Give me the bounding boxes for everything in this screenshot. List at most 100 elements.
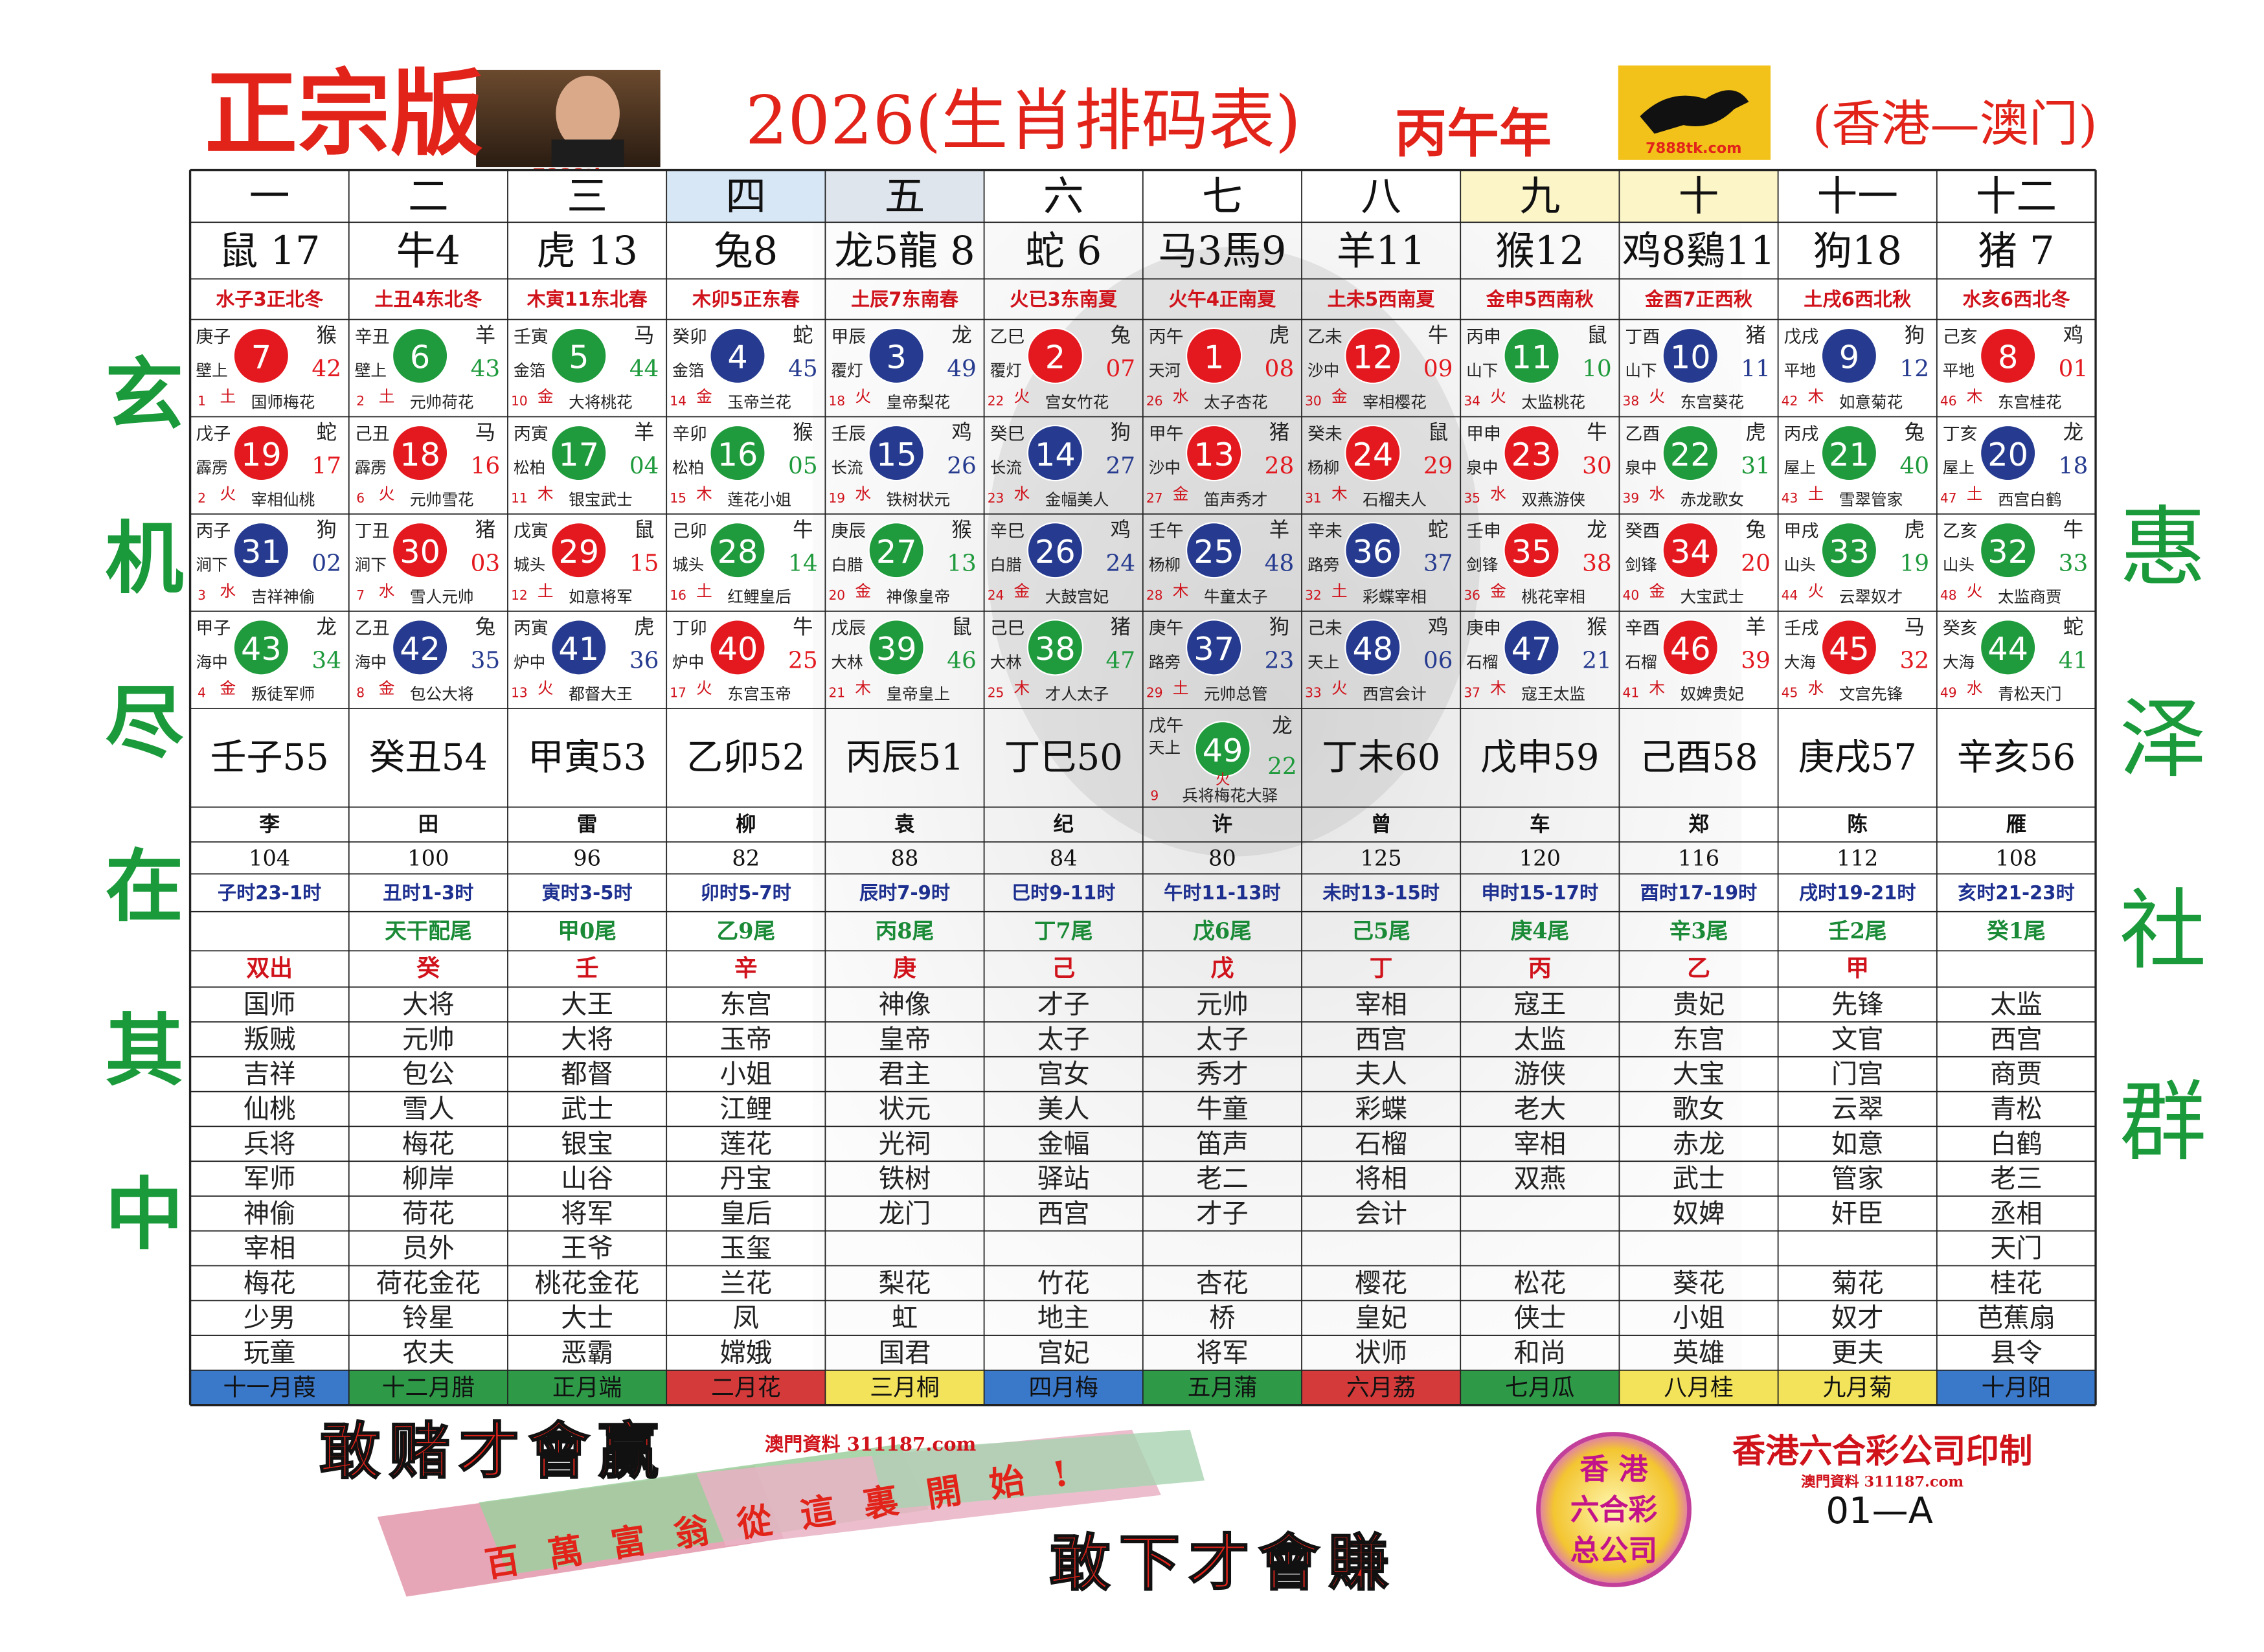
logo-caption: 7888tk.com xyxy=(1646,140,1742,157)
role-word: 宰相 xyxy=(1513,1129,1566,1159)
role-word: 神偷 xyxy=(243,1198,296,1228)
role-word: 荷花金花 xyxy=(376,1268,481,1298)
role-word: 赤龙 xyxy=(1673,1129,1725,1159)
cell-zodiac: 鼠 xyxy=(1428,421,1448,444)
hour-label: 未时13-15时 xyxy=(1322,882,1440,904)
ball-number: 45 xyxy=(1829,630,1870,668)
cell-ganzhi: 丙寅 xyxy=(514,424,549,444)
banknotes xyxy=(377,1429,1205,1597)
stem-label: 癸 xyxy=(416,955,440,982)
cell-pair-number: 47 xyxy=(1105,648,1135,674)
cell-element: 土 xyxy=(379,387,395,406)
hour-label: 午时11-13时 xyxy=(1164,882,1281,904)
cell-ganzhi: 癸酉 xyxy=(1625,521,1660,541)
number-ball xyxy=(1344,327,1401,385)
role-word: 将军 xyxy=(561,1198,613,1228)
cell-nayin: 城头 xyxy=(514,556,545,574)
number-ball xyxy=(1662,327,1719,385)
cell-zodiac: 狗 xyxy=(1269,615,1289,639)
column-header-bg xyxy=(984,170,1143,223)
cell-zodiac: 龙 xyxy=(951,324,971,347)
number-ball xyxy=(709,424,766,482)
ganzhi-label: 丙辰51 xyxy=(845,737,964,779)
role-word: 皇帝 xyxy=(879,1024,931,1054)
cell-order: 2 xyxy=(198,490,206,506)
cell-words: 莲花小姐 xyxy=(727,490,791,509)
role-word: 彩蝶 xyxy=(1355,1094,1407,1124)
number-ball xyxy=(1979,424,2037,482)
cell-element: 土 xyxy=(1967,484,1983,503)
cell-element: 土 xyxy=(220,387,236,406)
cell-order: 10 xyxy=(511,393,528,409)
cell-element: 水 xyxy=(379,582,395,600)
tail-label: 辛3尾 xyxy=(1670,918,1728,944)
logo-text: 香 港 xyxy=(1579,1452,1648,1486)
role-word: 宫女 xyxy=(1037,1059,1090,1089)
cell-order: 9 xyxy=(1150,787,1159,803)
cell-ganzhi: 庚子 xyxy=(196,327,231,347)
cell-order: 44 xyxy=(1782,587,1798,603)
cell-words: 才人太子 xyxy=(1045,685,1109,703)
cell-pair-number: 49 xyxy=(947,356,977,382)
element-label: 土丑4东北冬 xyxy=(374,288,482,310)
cell-pair-number: 06 xyxy=(1423,648,1453,674)
role-word: 管家 xyxy=(1831,1164,1884,1194)
cell-zodiac: 猪 xyxy=(1111,615,1131,639)
column-header-bg xyxy=(348,170,508,223)
ball-number: 27 xyxy=(876,533,917,571)
cell-element: 火 xyxy=(1490,387,1506,406)
cell-pair-number: 01 xyxy=(2059,356,2089,382)
cell-zodiac: 蛇 xyxy=(1428,518,1448,541)
month-label: 十二月腊 xyxy=(382,1374,475,1401)
cell-zodiac: 狗 xyxy=(317,518,337,541)
cell-zodiac: 鸡 xyxy=(951,421,971,444)
cell-element: 木 xyxy=(1331,484,1348,503)
number-ball xyxy=(1185,327,1243,385)
role-word: 老二 xyxy=(1196,1164,1249,1194)
cell-words: 如意将军 xyxy=(569,587,633,606)
cell-words: 吉祥神偷 xyxy=(251,587,315,606)
cell-words: 笛声秀才 xyxy=(1204,490,1268,509)
cell-element: 火 xyxy=(220,484,236,503)
column-number: 二 xyxy=(408,172,449,220)
month-label: 二月花 xyxy=(711,1374,781,1401)
cell-nayin: 沙中 xyxy=(1149,458,1181,477)
cell-ganzhi: 戊子 xyxy=(196,424,231,444)
ball-number: 42 xyxy=(400,630,440,668)
month-label: 十一月葭 xyxy=(223,1374,315,1401)
cell-zodiac: 鼠 xyxy=(634,518,654,541)
number-ball xyxy=(1026,619,1084,676)
number-ball xyxy=(1979,327,2037,385)
cell-order: 39 xyxy=(1623,490,1640,506)
role-word: 丹宝 xyxy=(719,1164,772,1194)
ball-number: 43 xyxy=(241,630,282,668)
surname: 田 xyxy=(418,813,438,836)
tail-label: 丁7尾 xyxy=(1034,918,1093,944)
month-bg xyxy=(507,1370,667,1405)
month-bg xyxy=(190,1370,349,1405)
number-ball xyxy=(550,522,607,579)
cell-pair-number: 33 xyxy=(2059,550,2089,576)
column-header-bg xyxy=(666,170,826,223)
cell-words: 云翠奴才 xyxy=(1839,587,1903,606)
ball-number: 46 xyxy=(1670,630,1711,668)
cell-order: 2 xyxy=(356,393,365,409)
stem-label: 壬 xyxy=(576,955,599,982)
cell-words: 雪翠管家 xyxy=(1839,490,1903,509)
surname-number: 82 xyxy=(732,845,760,870)
role-word: 宫妃 xyxy=(1037,1337,1090,1368)
role-word: 夫人 xyxy=(1355,1059,1407,1089)
surname-number: 88 xyxy=(891,845,919,870)
number-ball xyxy=(1026,327,1084,385)
cell-nayin: 霹雳 xyxy=(196,458,228,477)
role-word: 军师 xyxy=(243,1164,296,1194)
cell-zodiac: 虎 xyxy=(634,615,654,639)
cell-nayin: 平地 xyxy=(1943,361,1975,379)
cell-ganzhi: 壬午 xyxy=(1149,521,1184,541)
cell-nayin: 城头 xyxy=(672,556,704,574)
role-word: 凤 xyxy=(733,1303,759,1333)
page-code: 01—A xyxy=(1826,1490,1933,1532)
cell-element: 火 xyxy=(538,679,554,697)
cell-element: 金 xyxy=(1331,387,1348,406)
cell-order: 1 xyxy=(198,393,206,409)
